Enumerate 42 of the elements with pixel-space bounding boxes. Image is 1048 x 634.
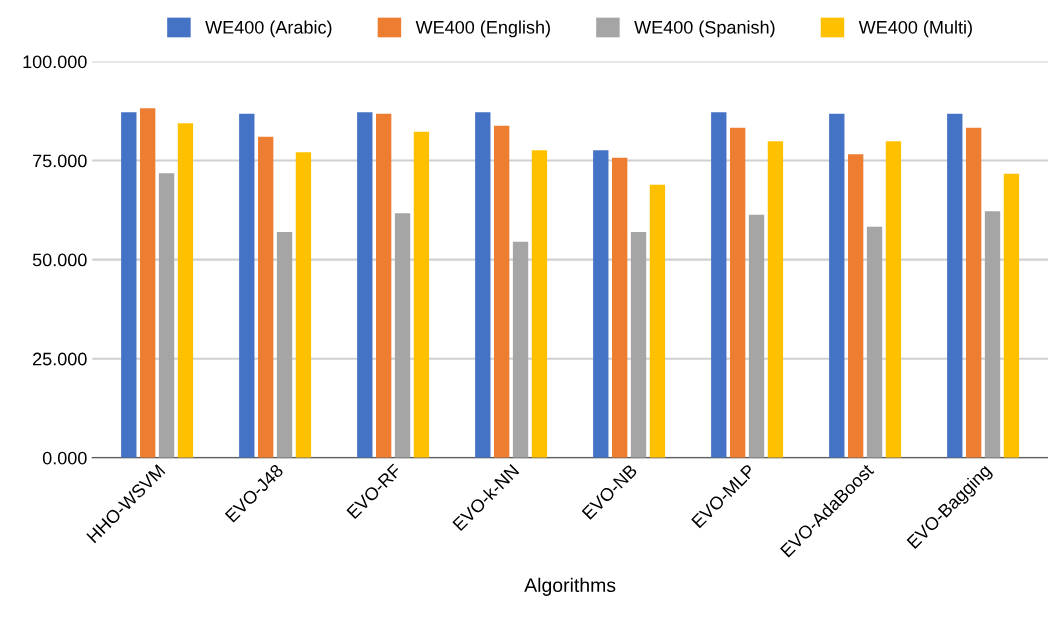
bar <box>276 231 293 458</box>
y-tick-label: 0.000 <box>42 451 87 465</box>
legend-label: WE400 (English) <box>415 20 550 38</box>
bar <box>593 150 609 458</box>
bar <box>394 213 411 458</box>
x-axis-title: Algorithms <box>524 577 616 596</box>
y-tick-label: 50.000 <box>32 253 87 267</box>
y-tick-label: 75.000 <box>33 154 87 168</box>
bar <box>295 152 312 458</box>
legend-label: WE400 (Arabic) <box>205 20 332 38</box>
legend-label: WE400 (Multi) <box>858 20 972 38</box>
bar <box>885 141 902 458</box>
bar <box>984 211 1001 458</box>
bar <box>965 127 982 458</box>
bar <box>612 157 628 458</box>
bar <box>140 108 156 458</box>
bar <box>1003 173 1020 458</box>
bar <box>239 113 255 458</box>
bar <box>748 214 765 458</box>
bar <box>829 113 845 458</box>
bar <box>512 241 529 458</box>
y-tick-label: 25.000 <box>33 352 87 366</box>
bar <box>711 112 727 458</box>
bar <box>848 154 864 458</box>
bar <box>730 127 746 458</box>
bar <box>630 231 647 458</box>
bar <box>649 184 666 458</box>
bar <box>258 136 274 458</box>
bar <box>413 131 430 458</box>
bar <box>121 112 137 458</box>
bar <box>357 112 373 458</box>
bar <box>767 141 784 458</box>
bar <box>475 112 491 458</box>
bar <box>866 226 883 458</box>
bar <box>531 150 548 458</box>
bar <box>494 125 510 458</box>
y-tick-label: 100.000 <box>23 55 87 69</box>
bar <box>376 113 392 458</box>
bar <box>158 173 175 458</box>
bar <box>177 123 194 458</box>
bar <box>947 113 963 458</box>
legend-label: WE400 (Spanish) <box>634 20 775 38</box>
